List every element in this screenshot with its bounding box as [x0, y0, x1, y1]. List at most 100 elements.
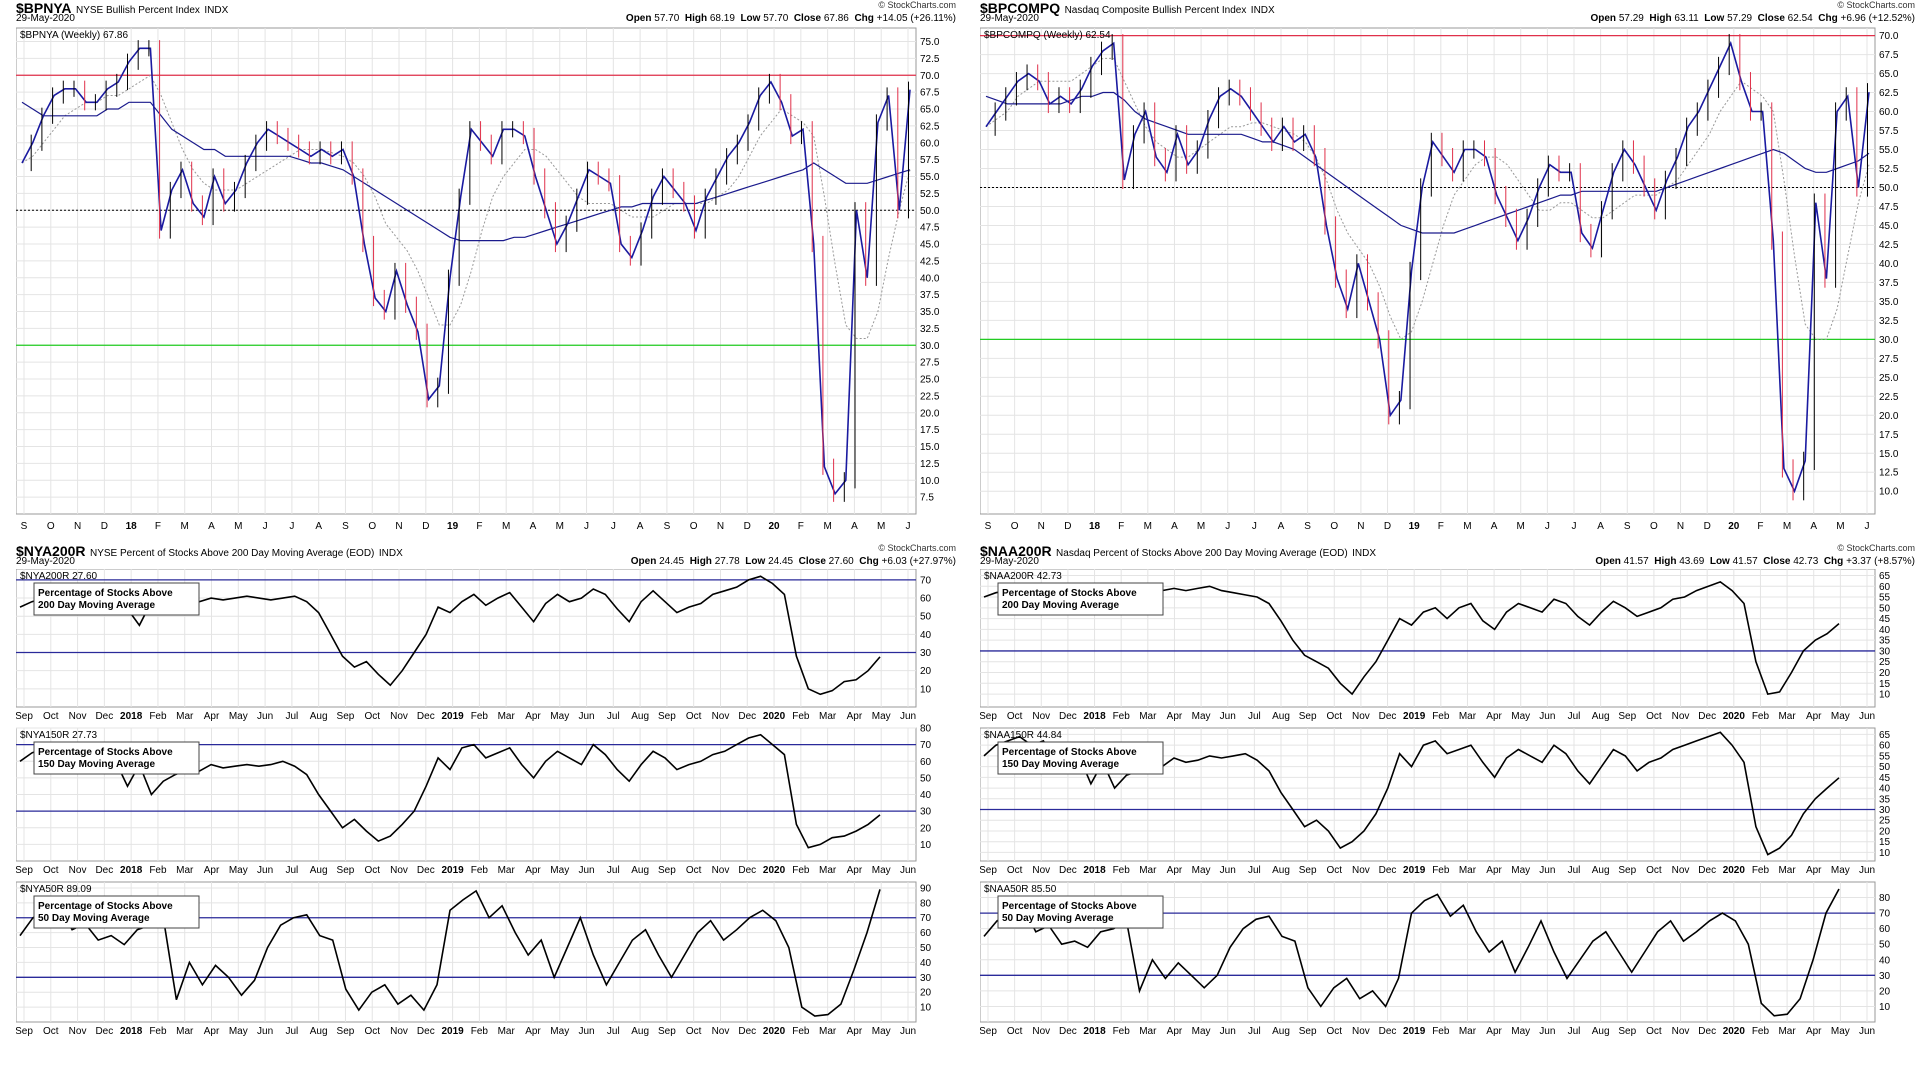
x-tick-label: Aug [1592, 865, 1610, 876]
y-tick-label: 70 [920, 740, 932, 751]
x-tick-label: F [155, 521, 161, 532]
x-tick-label: Oct [364, 711, 380, 722]
y-tick-label: 80 [1879, 893, 1891, 904]
x-tick-label: Feb [1113, 1026, 1131, 1037]
y-tick-label: 10.0 [920, 476, 940, 487]
annotation-box [33, 741, 200, 775]
y-tick-label: 30 [920, 973, 932, 984]
x-tick-label: J [1545, 521, 1550, 532]
y-tick-label: 35.0 [920, 307, 940, 318]
x-tick-label: Jun [900, 865, 916, 876]
x-tick-label: Sep [980, 865, 997, 876]
x-tick-label: Feb [471, 1026, 489, 1037]
y-tick-label: 55.0 [1879, 145, 1899, 156]
x-tick-label: 2020 [1723, 865, 1746, 876]
x-tick-label: Aug [1272, 711, 1290, 722]
annotation-text: Percentage of Stocks Above [1002, 588, 1137, 599]
y-tick-label: 40 [1879, 625, 1891, 636]
x-tick-label: N [1677, 521, 1684, 532]
y-tick-label: 50 [920, 612, 932, 623]
y-tick-label: 25.0 [920, 375, 940, 386]
breadth-line [983, 731, 1840, 856]
x-tick-label: Nov [1672, 1026, 1690, 1037]
x-tick-label: Oct [1326, 711, 1342, 722]
symbol: $BPCOMPQ [980, 0, 1061, 16]
y-tick-label: 10 [920, 840, 932, 851]
y-tick-label: 80 [920, 898, 932, 909]
y-tick-label: 30 [1879, 646, 1891, 657]
y-tick-label: 37.5 [920, 290, 940, 301]
x-tick-label: May [229, 1026, 248, 1037]
y-tick-label: 12.5 [1879, 468, 1899, 479]
x-tick-label: Sep [337, 1026, 355, 1037]
x-tick-label: Oct [1007, 711, 1023, 722]
x-tick-label: Feb [1752, 1026, 1770, 1037]
x-tick-label: Jun [578, 711, 594, 722]
y-tick-label: 47.5 [1879, 202, 1899, 213]
x-tick-label: Sep [1618, 711, 1636, 722]
x-tick-label: 18 [126, 521, 138, 532]
x-tick-label: Nov [712, 865, 730, 876]
description: Nasdaq Percent of Stocks Above 200 Day M… [1056, 548, 1348, 559]
x-tick-label: May [229, 865, 248, 876]
annotation-text: Percentage of Stocks Above [38, 588, 173, 599]
y-tick-label: 45.0 [920, 240, 940, 251]
x-tick-label: A [1810, 521, 1817, 532]
annotation-box [33, 582, 200, 616]
x-tick-label: Mar [176, 1026, 194, 1037]
x-tick-label: Apr [847, 865, 863, 876]
x-tick-label: S [985, 521, 992, 532]
x-tick-label: Jun [1539, 711, 1555, 722]
annotation-box [997, 741, 1164, 775]
y-tick-label: 60.0 [920, 138, 940, 149]
x-tick-label: Nov [1032, 1026, 1050, 1037]
y-tick-label: 10 [920, 684, 932, 695]
legend: $NYA200R 27.60 [20, 571, 98, 582]
x-tick-label: Dec [1379, 711, 1397, 722]
x-tick-label: Oct [43, 711, 59, 722]
y-tick-label: 10 [920, 1003, 932, 1014]
legend: $NAA200R 42.73 [984, 571, 1062, 582]
x-tick-label: Feb [1432, 711, 1450, 722]
y-tick-label: 20 [1879, 668, 1891, 679]
x-tick-label: Jun [1859, 1026, 1875, 1037]
x-tick-label: A [530, 521, 537, 532]
x-tick-label: N [395, 521, 402, 532]
annotation-box [997, 895, 1164, 929]
y-tick-label: 10 [1879, 1002, 1891, 1013]
x-tick-label: Apr [1486, 865, 1502, 876]
x-tick-label: J [1225, 521, 1230, 532]
x-tick-label: Oct [1646, 865, 1662, 876]
x-tick-label: Jul [1248, 865, 1261, 876]
y-tick-label: 40 [920, 630, 932, 641]
plot-area [980, 27, 1876, 515]
y-tick-label: 15 [1879, 679, 1891, 690]
x-tick-label: Nov [712, 1026, 730, 1037]
x-tick-label: Apr [1167, 1026, 1183, 1037]
x-tick-label: Apr [525, 1026, 541, 1037]
exchange: INDX [1250, 5, 1275, 16]
x-tick-label: Mar [176, 865, 194, 876]
x-tick-label: Dec [95, 865, 113, 876]
x-tick-label: May [1192, 865, 1211, 876]
y-tick-label: 75.0 [920, 37, 940, 48]
x-tick-label: Oct [686, 865, 702, 876]
x-tick-label: Dec [738, 1026, 756, 1037]
annotation-text: 50 Day Moving Average [38, 913, 150, 924]
annotation-text: 200 Day Moving Average [38, 600, 156, 611]
x-tick-label: 2019 [1403, 1026, 1426, 1037]
x-tick-label: D [101, 521, 108, 532]
y-tick-label: 50 [1879, 762, 1891, 773]
x-tick-label: Nov [712, 711, 730, 722]
x-tick-label: A [1597, 521, 1604, 532]
y-tick-label: 60 [920, 594, 932, 605]
x-tick-label: 2020 [763, 865, 786, 876]
x-tick-label: Feb [471, 865, 489, 876]
x-tick-label: A [637, 521, 644, 532]
x-tick-label: Dec [1698, 711, 1716, 722]
x-tick-label: D [1704, 521, 1711, 532]
x-tick-label: Feb [1752, 865, 1770, 876]
date: 29-May-2020 [16, 13, 75, 24]
x-tick-label: Oct [43, 865, 59, 876]
y-tick-label: 50 [1879, 603, 1891, 614]
